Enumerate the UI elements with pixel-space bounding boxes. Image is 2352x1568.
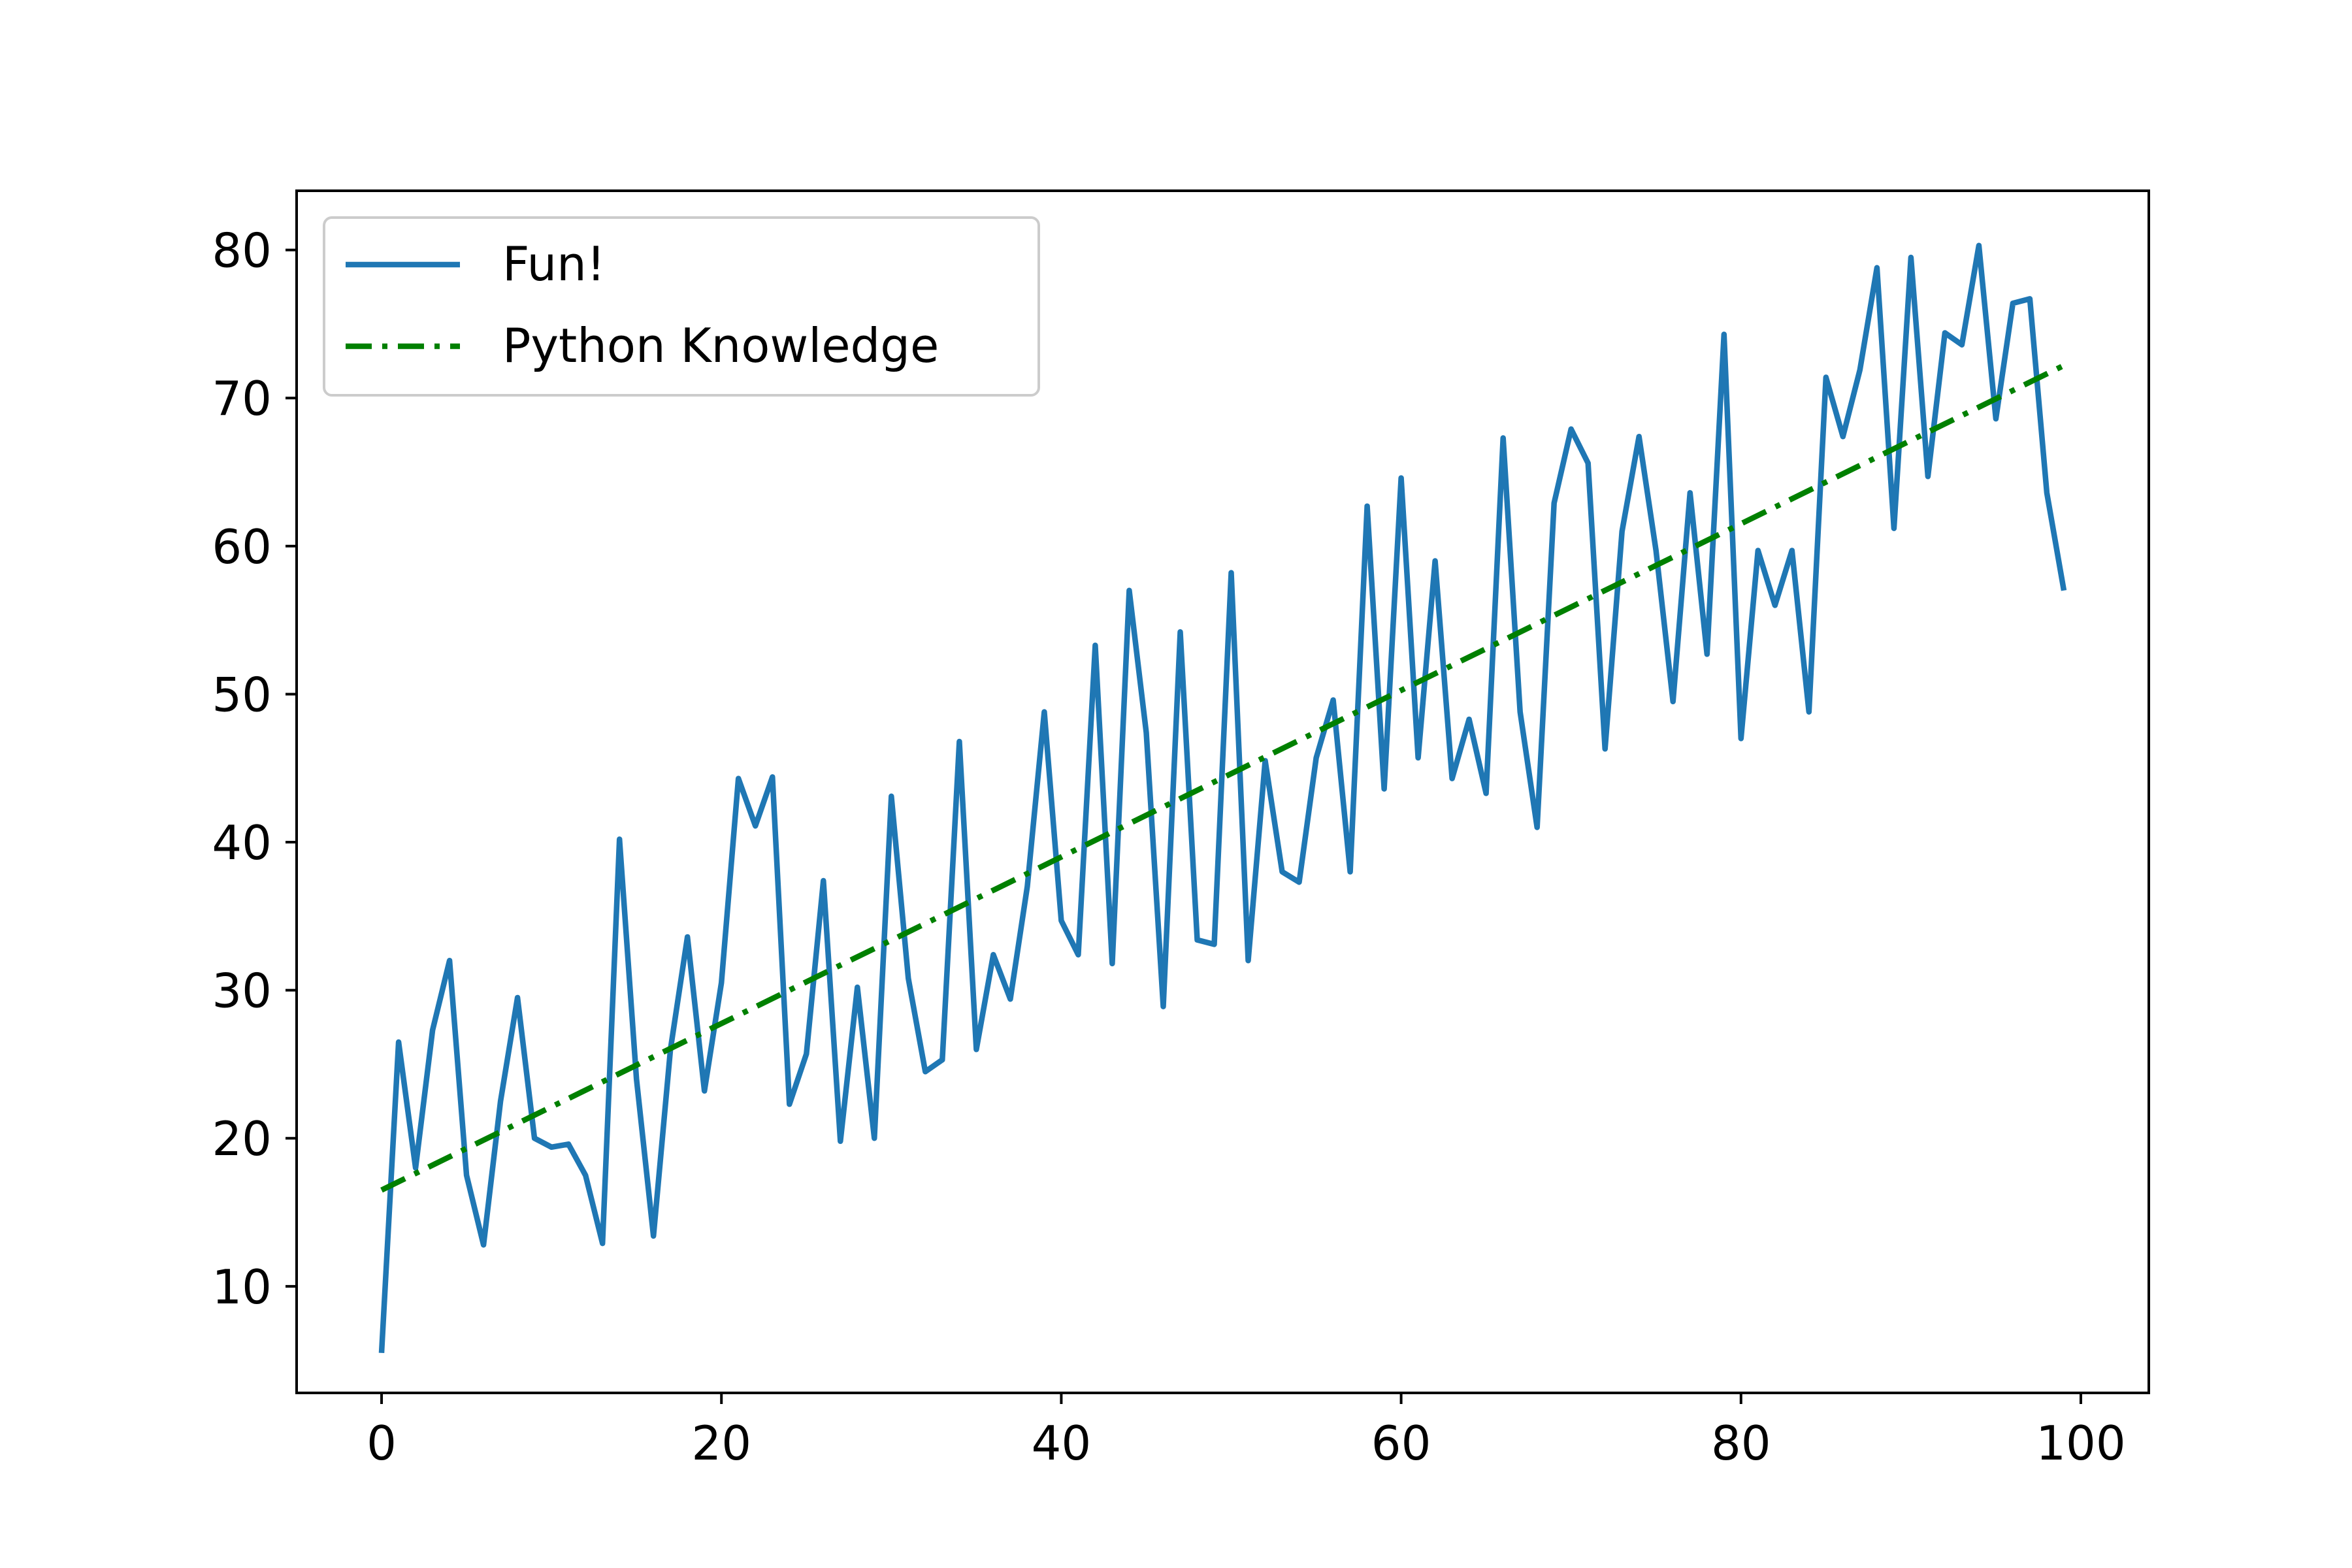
x-tick-label: 0 — [367, 1416, 397, 1471]
series-line-fun — [378, 242, 2067, 1354]
legend-label: Python Knowledge — [502, 318, 939, 373]
y-tick-label: 40 — [212, 815, 272, 870]
y-tick-label: 60 — [212, 519, 272, 574]
y-tick-label: 50 — [212, 667, 272, 722]
x-tick-label: 60 — [1371, 1416, 1431, 1471]
ticks-layer: 0 20 40 60 80 100 10 20 30 40 50 60 70 80 — [212, 223, 2125, 1471]
y-tick-label: 10 — [212, 1260, 272, 1315]
y-tick-label: 30 — [212, 964, 272, 1019]
y-tick-label: 80 — [212, 223, 272, 278]
legend-label: Fun! — [502, 237, 606, 291]
legend-box — [323, 216, 1040, 397]
axes-frame — [295, 189, 2150, 1394]
legend: Fun! Python Knowledge — [323, 216, 1040, 397]
plot-area — [378, 242, 2067, 1354]
y-tick-label: 20 — [212, 1111, 272, 1166]
x-tick-label: 80 — [1711, 1416, 1771, 1471]
x-tick-label: 20 — [691, 1416, 751, 1471]
x-tick-label: 40 — [1032, 1416, 1092, 1471]
x-tick-label: 100 — [2036, 1416, 2125, 1471]
y-tick-label: 70 — [212, 371, 272, 426]
